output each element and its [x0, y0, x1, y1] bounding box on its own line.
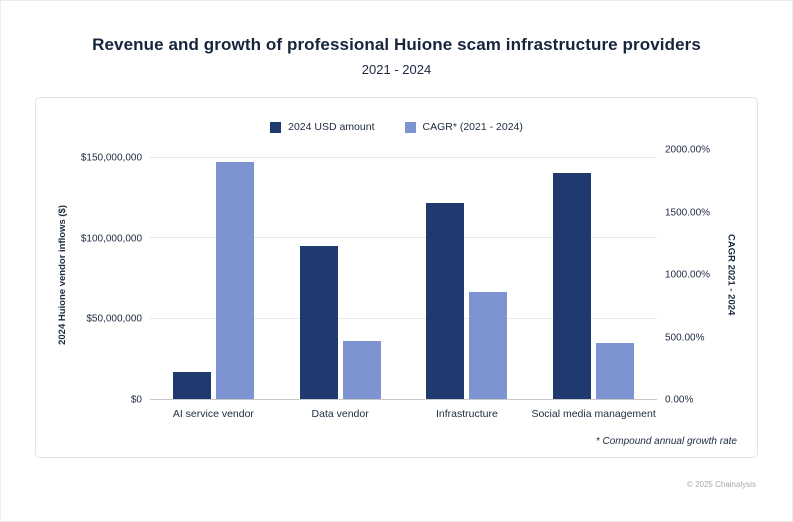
x-axis-label: AI service vendor [172, 408, 254, 420]
bar [215, 162, 254, 399]
left-axis-tick: $50,000,000 [86, 313, 142, 325]
bar-group [404, 150, 531, 399]
legend-swatch [270, 121, 282, 133]
plot-wrap: AI service vendor Data vendor Infrastructu… [150, 150, 657, 420]
plot-area [150, 150, 657, 400]
legend-swatch [404, 121, 416, 133]
gridline [150, 237, 657, 239]
left-axis-ticks: $0 $50,000,000 $100,000,000 $150,000,000 [74, 150, 150, 406]
page-title: Revenue and growth of professional Huion… [92, 35, 701, 54]
right-axis-ticks: 0.00% 500.00% 1000.00% 1500.00% 2000.00% [657, 145, 719, 406]
bar [172, 371, 211, 399]
x-axis-label: Data vendor [311, 408, 369, 420]
copyright-text: © 2025 Chainalysis [686, 480, 756, 489]
right-axis-title: CAGR 2021 - 2024 [725, 234, 737, 316]
x-axis-labels: AI service vendor Data vendor Infrastructu… [150, 400, 657, 420]
bar [469, 291, 508, 399]
bar [342, 340, 381, 399]
bar [299, 246, 338, 399]
bar-group [150, 150, 277, 399]
bar [426, 203, 465, 399]
chart-card: 2024 USD amount CAGR* (2021 - 2024) 2024 … [35, 97, 758, 458]
legend-label: 2024 USD amount [288, 121, 375, 133]
chart-footnote: * Compound annual growth rate [595, 436, 737, 447]
right-axis-tick: 0.00% [665, 394, 694, 406]
left-axis-title: 2024 Huione vendor inflows ($) [56, 205, 68, 345]
right-axis-tick: 2000.00% [665, 144, 711, 156]
bar [553, 172, 592, 399]
page-subtitle: 2021 - 2024 [361, 62, 432, 77]
bar-group [277, 150, 404, 399]
left-axis-tick: $0 [130, 394, 142, 406]
legend-label: CAGR* (2021 - 2024) [422, 121, 523, 133]
right-axis-tick: 1500.00% [665, 207, 711, 218]
left-axis-tick: $100,000,000 [80, 233, 142, 245]
legend-item: CAGR* (2021 - 2024) [404, 121, 523, 133]
right-axis-tick: 1000.00% [665, 269, 711, 281]
x-axis-label: Infrastructure [435, 408, 498, 420]
chart-body: 2024 Huione vendor inflows ($) $0 $50,000… [50, 145, 743, 421]
bar [596, 342, 635, 399]
chart-legend: 2024 USD amount CAGR* (2021 - 2024) [50, 114, 743, 140]
right-axis-tick: 500.00% [665, 332, 705, 343]
bar-group [530, 150, 657, 399]
gridline [150, 157, 657, 159]
x-axis-label: Social media management [531, 408, 656, 420]
bar-groups [150, 150, 657, 399]
left-axis-tick: $150,000,000 [80, 152, 142, 164]
legend-item: 2024 USD amount [270, 121, 375, 133]
gridline [150, 317, 657, 319]
